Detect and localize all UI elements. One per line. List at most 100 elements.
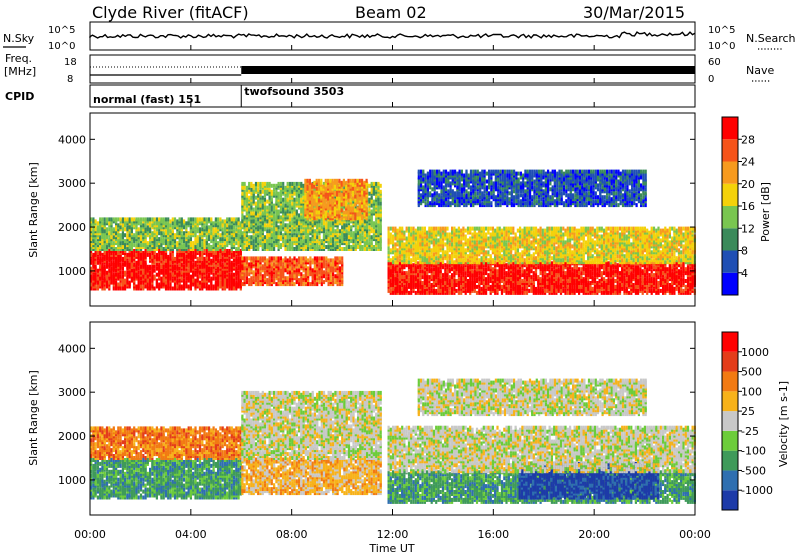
heatmap-cell (329, 237, 332, 242)
heatmap-cell (351, 186, 355, 191)
heatmap-cell (261, 278, 264, 283)
heatmap-cell (241, 239, 244, 244)
heatmap-cell (270, 211, 273, 216)
heatmap-cell (282, 243, 285, 248)
heatmap-cell (282, 258, 285, 263)
heatmap-cell (121, 256, 124, 261)
heatmap-cell (201, 227, 204, 232)
heatmap-cell (295, 215, 298, 220)
heatmap-cell (155, 231, 158, 236)
heatmap-cell (284, 276, 287, 281)
heatmap-cell (347, 245, 351, 249)
heatmap-cell (164, 217, 168, 222)
heatmap-cell (336, 245, 339, 249)
heatmap-cell (446, 288, 449, 293)
heatmap-cell (318, 264, 321, 269)
heatmap-cell (266, 258, 269, 263)
heatmap-cell (354, 178, 357, 183)
heatmap-cell (311, 212, 314, 217)
heatmap-cell (349, 206, 352, 211)
heatmap-cell (221, 227, 224, 232)
heatmap-cell (350, 231, 353, 236)
heatmap-cell (306, 178, 309, 183)
heatmap-cell (313, 245, 316, 249)
heatmap-cell (96, 221, 99, 226)
heatmap-cell (243, 262, 246, 267)
heatmap-cell (325, 256, 328, 261)
heatmap-cell (320, 225, 323, 230)
heatmap-cell (316, 282, 319, 287)
heatmap-cell (302, 256, 305, 261)
heatmap-cell (187, 217, 190, 222)
heatmap-cell (266, 278, 269, 283)
heatmap-cell (347, 235, 351, 240)
heatmap-cell (94, 264, 97, 269)
station-title: Clyde River (fitACF) (92, 3, 249, 22)
heatmap-cell (298, 237, 301, 242)
heatmap-cell (329, 278, 332, 283)
heatmap-cell (108, 254, 111, 259)
heatmap-cell (396, 273, 399, 278)
heatmap-cell (254, 181, 258, 186)
heatmap-cell (139, 254, 143, 259)
heatmap-cell (300, 256, 303, 261)
heatmap-cell (126, 233, 129, 238)
heatmap-cell (252, 211, 255, 216)
heatmap-cell (279, 235, 282, 240)
heatmap-cell (430, 288, 433, 293)
heatmap-cell (105, 245, 109, 249)
heatmap-cell (270, 278, 273, 283)
heatmap-cell (128, 233, 131, 238)
heatmap-cell (372, 233, 375, 238)
heatmap-cell (268, 256, 271, 261)
heatmap-cell (248, 195, 251, 200)
heatmap-cell (298, 227, 301, 232)
heatmap-cell (318, 280, 321, 285)
heatmap-cell (169, 284, 172, 289)
heatmap-cell (144, 217, 147, 222)
heatmap-cell (194, 249, 197, 253)
heatmap-cell (325, 231, 328, 236)
heatmap-cell (241, 231, 244, 236)
nsky-label: N.Sky (3, 32, 35, 45)
heatmap-cell (252, 183, 255, 188)
heatmap-cell (208, 225, 211, 230)
freq-tick-low: 8 (67, 74, 73, 85)
heatmap-cell (259, 189, 262, 194)
heatmap-cell (149, 284, 152, 289)
heatmap-cell (320, 262, 323, 267)
heatmap-cell (417, 261, 420, 266)
heatmap-cell (178, 278, 181, 283)
heatmap-cell (370, 195, 373, 200)
heatmap-cell (277, 256, 280, 261)
heatmap-cell (357, 225, 360, 230)
heatmap-cell (230, 254, 233, 259)
heatmap-cell (223, 249, 227, 253)
heatmap-cell (332, 272, 335, 277)
heatmap-cell (214, 264, 217, 269)
heatmap-cell (178, 227, 181, 232)
heatmap-cell (263, 245, 267, 249)
heatmap-cell (232, 272, 236, 277)
heatmap-cell (151, 223, 154, 228)
heatmap-cell (284, 239, 287, 244)
heatmap-cell (133, 252, 136, 257)
heatmap-cell (112, 254, 115, 259)
heatmap-cell (248, 223, 251, 228)
heatmap-cell (105, 251, 109, 255)
heatmap-cell (121, 286, 124, 291)
heatmap-cell (284, 211, 287, 216)
heatmap-cell (146, 241, 149, 246)
heatmap-cell (241, 215, 244, 220)
heatmap-cell (223, 278, 227, 283)
heatmap-cell (315, 192, 318, 197)
heatmap-cell (345, 216, 348, 221)
heatmap-cell (219, 217, 222, 222)
heatmap-cell (160, 217, 163, 222)
heatmap-cell (370, 227, 373, 232)
heatmap-cell (286, 181, 289, 186)
heatmap-cell (210, 217, 213, 222)
heatmap-cell (363, 241, 366, 246)
heatmap-cell (250, 264, 253, 269)
heatmap-cell (311, 268, 314, 273)
